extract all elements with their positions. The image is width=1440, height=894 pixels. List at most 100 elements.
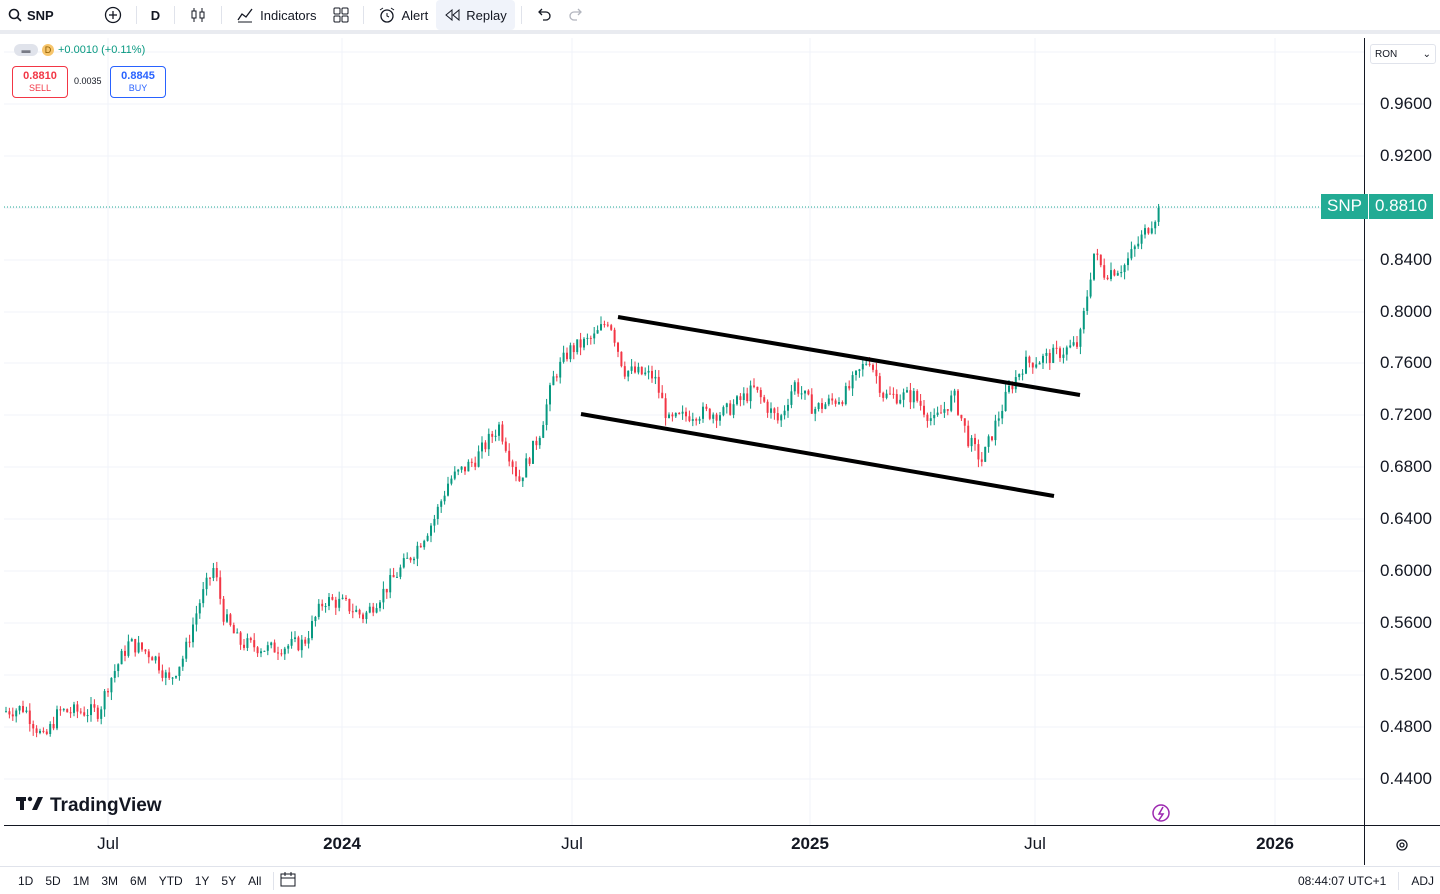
undo-button[interactable]: [528, 0, 560, 30]
candle-body: [491, 433, 494, 437]
candle-body: [882, 392, 885, 398]
lower-trendline[interactable]: [580, 412, 1055, 498]
candle-body: [1004, 391, 1007, 411]
redo-button[interactable]: [560, 0, 592, 30]
range-button[interactable]: 6M: [130, 873, 147, 888]
candle-body: [997, 418, 1000, 421]
upper-trendline[interactable]: [617, 315, 1081, 397]
current-price: 0.8810: [1368, 194, 1433, 219]
candle-body: [1069, 345, 1072, 348]
candle-body: [644, 372, 647, 375]
range-button[interactable]: 5Y: [221, 873, 237, 888]
range-button[interactable]: 1D: [18, 873, 34, 888]
candle-body: [960, 414, 963, 419]
candle-body: [447, 483, 449, 496]
candle-body: [151, 657, 154, 661]
candle-body: [1096, 253, 1099, 255]
range-button[interactable]: 1M: [72, 873, 90, 888]
candle-body: [566, 352, 568, 360]
candle-body: [338, 598, 341, 608]
candle-body: [253, 640, 256, 648]
range-button[interactable]: 5D: [45, 873, 61, 888]
candle-body: [1079, 329, 1082, 347]
redo-icon: [568, 8, 584, 22]
candle-body: [11, 714, 14, 717]
chart-type-button[interactable]: [181, 0, 215, 30]
candle-body: [661, 392, 664, 399]
candle-body: [79, 711, 82, 713]
range-button[interactable]: 1Y: [194, 873, 210, 888]
candle-body: [25, 710, 28, 712]
indicators-button[interactable]: Indicators: [228, 0, 324, 30]
candle-body: [593, 333, 596, 339]
current-price-badge: SNP 0.8810: [1321, 194, 1433, 219]
calendar-icon[interactable]: [280, 871, 296, 890]
adj-toggle[interactable]: ADJ: [1411, 874, 1434, 888]
collapse-pill-icon[interactable]: ▬: [14, 44, 38, 56]
candle-body: [1031, 362, 1034, 368]
price-tick-label: 0.6400: [1380, 509, 1432, 528]
candle-body: [824, 404, 827, 409]
chevron-down-icon: ⌄: [1422, 48, 1431, 60]
lightning-icon[interactable]: [1152, 804, 1170, 822]
add-circle-icon: [104, 6, 122, 24]
candle-body: [426, 535, 429, 541]
candle-body: [348, 599, 351, 612]
candle-body: [379, 602, 381, 609]
candle-body: [657, 376, 660, 393]
candle-body: [1154, 221, 1157, 229]
range-button[interactable]: All: [248, 873, 262, 888]
candle-body: [406, 557, 409, 559]
divider: [362, 6, 364, 24]
candle-body: [5, 711, 7, 713]
alert-button[interactable]: Alert: [370, 0, 437, 30]
currency-select[interactable]: RON ⌄: [1370, 44, 1436, 64]
compare-button[interactable]: [96, 0, 130, 30]
clock-label[interactable]: 08:44:07 UTC+1: [1297, 874, 1387, 888]
candle-body: [521, 477, 524, 482]
range-button[interactable]: YTD: [158, 873, 183, 888]
candle-body: [987, 436, 990, 447]
candle-body: [753, 385, 755, 387]
candle-body: [256, 647, 259, 654]
tradingview-logo[interactable]: TradingView: [16, 795, 162, 817]
candle-body: [382, 588, 385, 603]
price-axis[interactable]: RON ⌄ 0.9600 0.9200 0.8400 0.8000 0.7600 0.72…: [1364, 38, 1440, 826]
price-tick-label: 0.4800: [1380, 717, 1432, 736]
interval-button[interactable]: D: [143, 0, 168, 30]
candle-body: [800, 393, 803, 395]
range-button[interactable]: 3M: [101, 873, 119, 888]
candle-body: [1127, 258, 1129, 266]
axis-settings-corner[interactable]: [1364, 825, 1440, 865]
price-tick-label: 0.4400: [1380, 769, 1432, 788]
candle-body: [358, 609, 361, 615]
time-tick-label: Jul: [97, 834, 119, 853]
candle-body: [1137, 243, 1140, 247]
tv-logo-icon: [16, 795, 44, 817]
candle-body: [1147, 228, 1150, 234]
candle-body: [1144, 228, 1146, 235]
candle-body: [725, 403, 728, 408]
candle-body: [736, 396, 738, 405]
candle-body: [226, 614, 228, 622]
candle-body: [1055, 347, 1058, 349]
layouts-button[interactable]: [325, 0, 357, 30]
price-tick-label: 0.7200: [1380, 405, 1432, 424]
settings-icon[interactable]: [1395, 838, 1409, 857]
replay-button[interactable]: Replay: [436, 0, 515, 30]
buy-button[interactable]: 0.8845 BUY: [110, 66, 166, 98]
symbol-search[interactable]: SNP: [0, 0, 62, 30]
candle-body: [164, 672, 167, 678]
candle-body: [239, 632, 242, 645]
candle-body: [980, 459, 983, 462]
price-chart[interactable]: [4, 38, 1364, 826]
current-symbol: SNP: [1321, 194, 1368, 219]
candle-body: [963, 418, 966, 426]
candlestick-series: [5, 203, 1160, 738]
candle-body: [895, 394, 898, 404]
candle-body: [940, 412, 942, 414]
sell-button[interactable]: 0.8810 SELL: [12, 66, 68, 98]
time-axis[interactable]: [4, 825, 1364, 865]
time-tick-label: 2025: [791, 834, 829, 853]
buy-label: BUY: [128, 83, 148, 93]
